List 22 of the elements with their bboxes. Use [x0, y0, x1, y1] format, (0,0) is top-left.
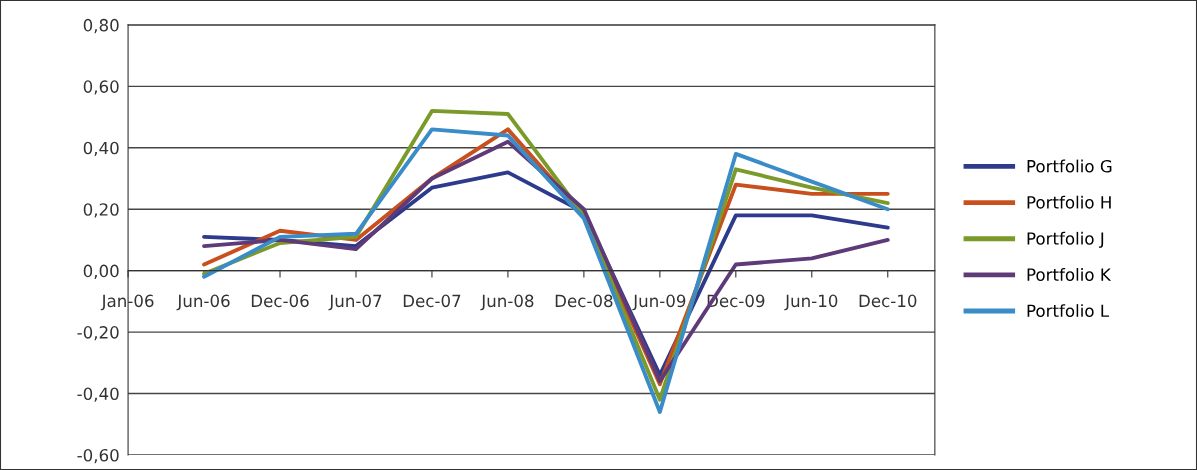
legend-label: Portfolio H [1027, 195, 1111, 209]
x-tick-label: Dec-07 [403, 294, 461, 308]
y-tick-label: 0,20 [83, 203, 119, 218]
y-tick-label: -0,20 [77, 326, 119, 341]
x-tick-label: Jun-09 [632, 294, 686, 311]
legend-label: Portfolio J [1027, 231, 1104, 248]
y-tick-label: -0,60 [77, 448, 119, 464]
legend-label: Portfolio K [1027, 268, 1112, 281]
legend-label: Portfolio G [1027, 159, 1112, 173]
x-tick-label: Jun-06 [176, 294, 230, 311]
legend-label: Portfolio L [1027, 304, 1110, 318]
y-tick-label: 0,40 [83, 141, 119, 157]
x-tick-label: Dec-10 [859, 294, 917, 308]
x-tick-label: Jun-10 [784, 294, 838, 311]
y-tick-label: -0,40 [77, 387, 119, 402]
x-tick-label: Jun-08 [480, 294, 534, 311]
x-tick-label: Dec-06 [251, 294, 309, 308]
x-tick-label: Jun-07 [328, 294, 382, 311]
y-tick-label: 0,60 [83, 80, 119, 95]
y-tick-label: 0,80 [83, 18, 119, 34]
y-tick-label: 0,00 [83, 264, 119, 279]
x-tick-label: Dec-08 [555, 294, 613, 308]
